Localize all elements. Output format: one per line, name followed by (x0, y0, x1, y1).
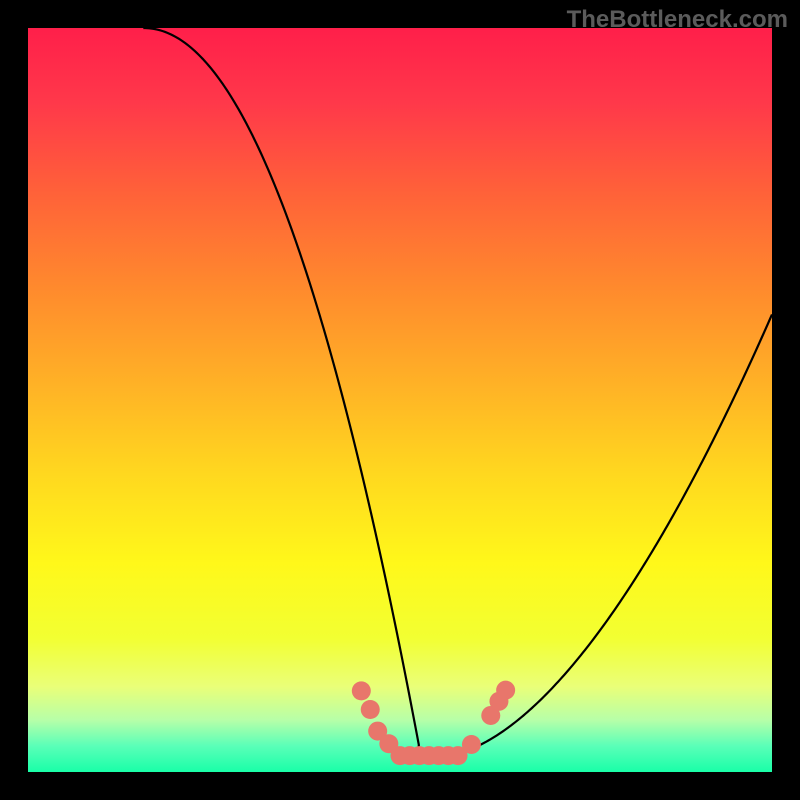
curve-marker (462, 735, 481, 754)
chart-root: TheBottleneck.com (0, 0, 800, 800)
plot-svg (0, 0, 800, 800)
curve-marker (352, 681, 371, 700)
plot-background (28, 28, 772, 772)
watermark-text: TheBottleneck.com (567, 6, 788, 34)
curve-marker (361, 700, 380, 719)
curve-marker (496, 681, 515, 700)
